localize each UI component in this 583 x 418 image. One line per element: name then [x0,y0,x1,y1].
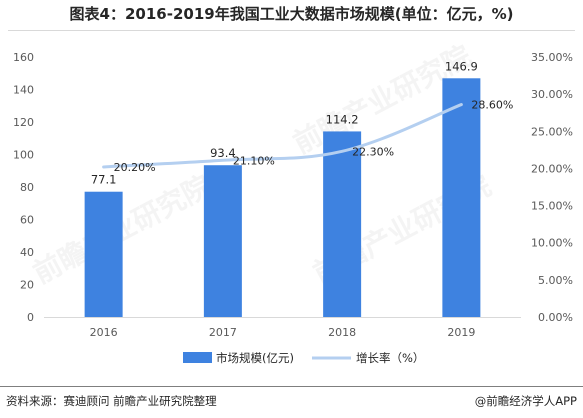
x-tick-label: 2019 [447,326,475,339]
x-tick-label: 2016 [90,326,118,339]
y-right-tick-label: 25.00% [531,125,573,138]
y-left-tick-label: 20 [20,279,34,292]
bar [323,131,362,317]
bar-line-chart: 前瞻产业研究院前瞻产业研究院前瞻产业研究院0204060801001201401… [13,39,573,365]
growth-rate-line [102,103,463,169]
title-divider [8,30,575,31]
publisher-credit: @前瞻经济学人APP [474,394,577,408]
bar-value-label: 114.2 [326,112,359,126]
bar [84,191,123,317]
y-left-tick-label: 160 [13,51,34,64]
line-value-label: 21.10% [233,154,275,167]
footer-divider [0,386,583,387]
legend-label-line: 增长率（%） [356,351,424,365]
y-left-tick-label: 140 [13,84,34,97]
line-value-label: 20.20% [114,161,156,174]
y-left-tick-label: 120 [13,116,34,129]
line-value-label: 22.30% [352,145,394,158]
y-right-tick-label: 20.00% [531,162,573,175]
x-tick-label: 2018 [328,326,356,339]
bar [442,78,481,317]
bar-value-label: 93.4 [210,146,236,160]
chart-title: 图表4：2016-2019年我国工业大数据市场规模(单位：亿元，%) [69,5,514,23]
y-left-tick-label: 60 [20,214,34,227]
y-right-tick-label: 35.00% [531,51,573,64]
bar-value-label: 77.1 [91,173,117,187]
legend-label-bar: 市场规模(亿元) [216,351,294,365]
line-value-label: 28.60% [471,99,513,112]
y-left-tick-label: 80 [20,181,34,194]
y-left-tick-label: 40 [20,246,34,259]
y-left-tick-label: 0 [27,311,34,324]
x-tick-label: 2017 [209,326,237,339]
y-left-tick-label: 100 [13,149,34,162]
source-note: 资料来源：赛迪顾问 前瞻产业研究院整理 [6,394,217,408]
y-right-tick-label: 5.00% [538,274,573,287]
y-right-tick-label: 15.00% [531,200,573,213]
y-right-tick-label: 30.00% [531,88,573,101]
y-right-tick-label: 0.00% [538,311,573,324]
legend-swatch-bar [183,352,212,363]
y-right-tick-label: 10.00% [531,237,573,250]
bar-value-label: 146.9 [445,59,478,73]
bar [203,165,242,317]
